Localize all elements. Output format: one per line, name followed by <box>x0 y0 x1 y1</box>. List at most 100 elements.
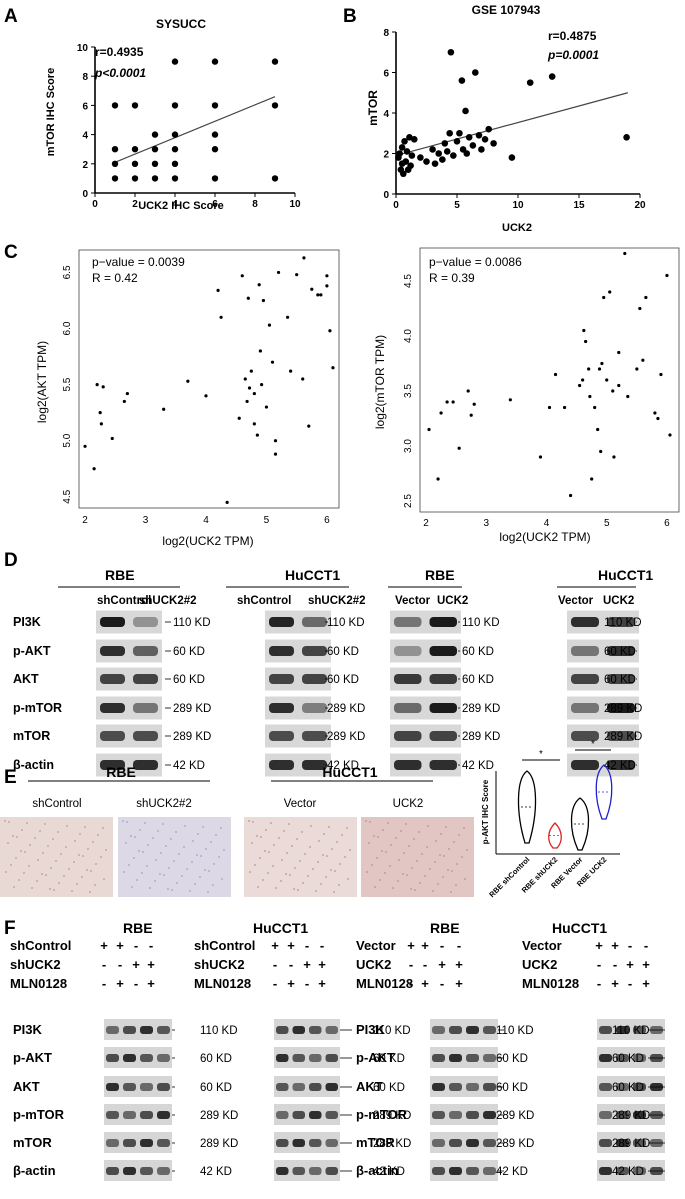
stain-speck <box>41 873 43 875</box>
stain-speck <box>344 856 346 858</box>
data-point <box>151 175 159 182</box>
kd-label: 289 KD <box>462 731 500 743</box>
condition-sign: + <box>455 976 463 991</box>
protein-label: AKT <box>356 1079 383 1094</box>
condition-sign: + <box>116 976 124 991</box>
data-point <box>429 146 436 153</box>
kd-label: 289 KD <box>612 1110 650 1122</box>
stain-speck <box>347 878 349 880</box>
stain-speck <box>252 821 254 823</box>
stain-speck <box>13 886 15 888</box>
kd-label: 289 KD <box>200 1110 238 1122</box>
data-point <box>411 136 418 143</box>
blot-band <box>571 674 599 684</box>
stain-speck <box>456 863 458 865</box>
stain-speck <box>60 853 62 855</box>
condition-sign: + <box>438 957 446 972</box>
condition-sign: + <box>642 976 650 991</box>
data-point <box>402 158 410 165</box>
y-tick-label: 8 <box>383 28 389 39</box>
data-point <box>276 270 281 275</box>
stain-speck <box>183 846 185 848</box>
data-point <box>111 102 119 109</box>
data-point <box>111 160 119 167</box>
blot-band <box>123 1167 136 1175</box>
data-point <box>548 73 556 80</box>
data-point <box>472 69 479 76</box>
blot-strip <box>430 1104 498 1125</box>
data-point <box>478 146 485 153</box>
x-tick-label: 2 <box>423 518 429 529</box>
chart-a-ylabel: mTOR IHC Score <box>45 68 57 156</box>
blot-strip <box>597 1019 665 1040</box>
lane-label: UCK2 <box>603 595 634 607</box>
stain-speck <box>334 870 336 872</box>
lane-label: shControl <box>97 595 151 607</box>
x-tick-label: 3 <box>483 518 489 529</box>
stain-speck <box>405 823 407 825</box>
condition-sign: - <box>102 957 106 972</box>
data-point <box>407 162 414 169</box>
data-point <box>578 383 582 388</box>
blot-band <box>100 731 125 741</box>
data-point <box>538 455 543 459</box>
stain-speck <box>445 826 447 828</box>
ihc-images-e: RBE HuCCT1 shControl shUCK2#2 Vector UCK2 <box>0 764 474 897</box>
stain-speck <box>71 890 73 892</box>
stain-speck <box>443 855 445 857</box>
blot-strip <box>567 696 639 720</box>
condition-sign: - <box>409 957 413 972</box>
lane-label: Vector <box>395 595 431 607</box>
blot-band <box>123 1054 136 1062</box>
blot-band <box>100 703 125 713</box>
protein-label: p-AKT <box>13 644 51 658</box>
violin-shape <box>548 822 562 849</box>
x-tick-label: 2 <box>132 199 138 210</box>
y-tick-label: 8 <box>82 72 88 83</box>
stain-speck <box>338 884 340 886</box>
condition-label: shUCK2 <box>10 957 61 972</box>
condition-sign: + <box>318 957 326 972</box>
data-point <box>258 349 262 353</box>
data-point <box>101 385 105 389</box>
stain-speck <box>146 865 148 867</box>
kd-label: 289 KD <box>496 1110 534 1122</box>
data-point <box>456 129 463 137</box>
blot-strip <box>597 1160 665 1181</box>
condition-sign: - <box>305 976 309 991</box>
stain-speck <box>254 864 256 866</box>
condition-sign: + <box>287 976 295 991</box>
blot-band <box>483 1139 496 1147</box>
y-tick-label: 0 <box>383 190 389 201</box>
data-point <box>186 379 190 383</box>
condition-label: MLN0128 <box>522 976 579 991</box>
stain-speck <box>139 829 141 831</box>
stain-speck <box>197 833 199 835</box>
blot-strip <box>104 1104 172 1125</box>
blot-strip <box>274 1160 340 1181</box>
stain-speck <box>461 856 463 858</box>
stain-speck <box>170 838 172 840</box>
data-point <box>151 160 159 167</box>
cell-line-label: HuCCT1 <box>552 920 607 936</box>
kd-label: 60 KD <box>496 1082 528 1094</box>
stain-speck <box>181 875 183 877</box>
stain-speck <box>414 889 416 891</box>
blot-band <box>292 1139 305 1147</box>
data-point <box>445 400 449 404</box>
blot-band <box>449 1111 462 1119</box>
condition-sign: - <box>628 976 632 991</box>
stain-speck <box>202 826 204 828</box>
data-point <box>659 372 663 377</box>
blot-strip <box>104 1076 172 1097</box>
blot-band <box>394 703 422 713</box>
blot-band <box>429 731 457 741</box>
stain-speck <box>173 860 175 862</box>
lane-label: shUCK2#2 <box>136 798 192 810</box>
protein-label: mTOR <box>356 1135 395 1150</box>
stain-speck <box>5 871 7 873</box>
data-point <box>453 138 461 145</box>
lane-label: shControl <box>32 798 81 810</box>
stain-speck <box>451 870 453 872</box>
ihc-image <box>244 817 357 897</box>
